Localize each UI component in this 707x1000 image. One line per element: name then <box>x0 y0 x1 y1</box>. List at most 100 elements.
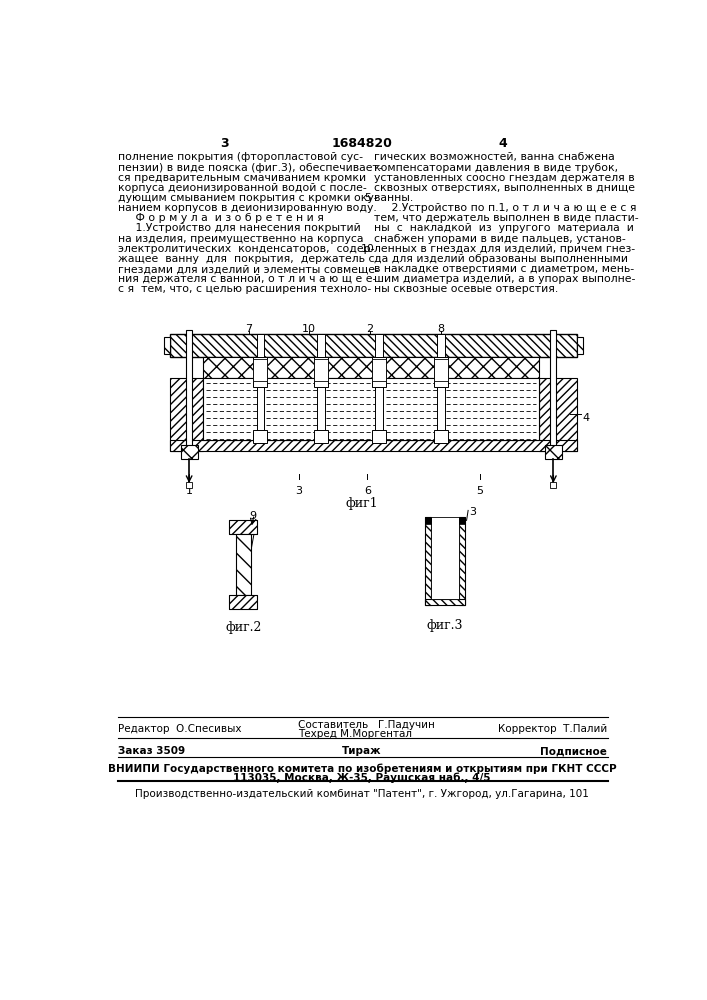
Bar <box>230 520 257 534</box>
Text: 4: 4 <box>583 413 590 423</box>
Bar <box>550 330 556 455</box>
Text: 2: 2 <box>366 324 373 334</box>
Bar <box>437 334 445 357</box>
Bar <box>203 378 539 440</box>
Bar <box>180 445 198 459</box>
Bar <box>577 337 583 354</box>
Bar <box>163 337 170 354</box>
Bar <box>459 517 465 605</box>
Bar <box>235 534 251 595</box>
Bar <box>203 357 539 378</box>
Text: снабжен упорами в виде пальцев, установ-: снабжен упорами в виде пальцев, установ- <box>373 234 625 244</box>
Bar <box>437 387 445 443</box>
Text: да для изделий образованы выполненными: да для изделий образованы выполненными <box>373 254 628 264</box>
Text: установленных соосно гнездам держателя в: установленных соосно гнездам держателя в <box>373 173 634 183</box>
Text: 3: 3 <box>296 486 303 496</box>
Bar <box>545 445 562 459</box>
Text: 5: 5 <box>477 486 484 496</box>
Text: фиг.3: фиг.3 <box>426 619 463 632</box>
Bar <box>434 359 448 381</box>
Bar <box>253 359 267 381</box>
Text: полнение покрытия (фторопластовой сус-: полнение покрытия (фторопластовой сус- <box>118 152 363 162</box>
Bar <box>186 330 192 455</box>
Text: 113035, Москва, Ж-35, Раушская наб., 4/5: 113035, Москва, Ж-35, Раушская наб., 4/5 <box>233 773 491 783</box>
Text: гнездами для изделий и элементы совмеще-: гнездами для изделий и элементы совмеще- <box>118 264 379 274</box>
Text: фиг1: фиг1 <box>346 497 378 510</box>
Bar <box>314 357 328 387</box>
Text: ны  с  накладкой  из  упругого  материала  и: ны с накладкой из упругого материала и <box>373 223 633 233</box>
Bar <box>425 599 465 605</box>
Bar <box>372 430 386 443</box>
Text: компенсаторами давления в виде трубок,: компенсаторами давления в виде трубок, <box>373 163 618 173</box>
Text: 9: 9 <box>250 511 257 521</box>
Bar <box>372 359 386 381</box>
Text: Техред М.Моргентал: Техред М.Моргентал <box>298 729 411 739</box>
Bar <box>550 482 556 488</box>
Text: Составитель   Г.Падучин: Составитель Г.Падучин <box>298 720 435 730</box>
Text: шим диаметра изделий, а в упорах выполне-: шим диаметра изделий, а в упорах выполне… <box>373 274 635 284</box>
Bar <box>375 387 383 443</box>
Text: 7: 7 <box>245 324 252 334</box>
Text: с я  тем, что, с целью расширения техноло-: с я тем, что, с целью расширения техноло… <box>118 284 371 294</box>
Bar <box>186 482 192 488</box>
Bar <box>230 595 257 609</box>
Bar <box>317 387 325 443</box>
Bar <box>170 334 577 357</box>
Text: 2.Устройство по п.1, о т л и ч а ю щ е е с я: 2.Устройство по п.1, о т л и ч а ю щ е е… <box>373 203 636 213</box>
Bar <box>170 378 203 451</box>
Text: дующим смыванием покрытия с кромки оку-: дующим смыванием покрытия с кромки оку- <box>118 193 378 203</box>
Text: нанием корпусов в деионизированную воду.: нанием корпусов в деионизированную воду. <box>118 203 377 213</box>
Text: сквозных отверстиях, выполненных в днище: сквозных отверстиях, выполненных в днище <box>373 183 635 193</box>
Bar <box>434 430 448 443</box>
Text: жащее  ванну  для  покрытия,  держатель с: жащее ванну для покрытия, держатель с <box>118 254 374 264</box>
Bar <box>257 334 264 357</box>
Text: корпуса деионизированной водой с после-: корпуса деионизированной водой с после- <box>118 183 366 193</box>
Text: 6: 6 <box>364 486 371 496</box>
Bar <box>539 378 577 451</box>
Text: Подписное: Подписное <box>540 746 607 756</box>
Bar <box>170 440 577 451</box>
Text: ся предварительным смачиванием кромки: ся предварительным смачиванием кромки <box>118 173 366 183</box>
Bar <box>425 517 431 605</box>
Bar <box>425 517 431 524</box>
Text: Производственно-издательский комбинат "Патент", г. Ужгород, ул.Гагарина, 101: Производственно-издательский комбинат "П… <box>135 789 589 799</box>
Text: в накладке отверстиями с диаметром, мень-: в накладке отверстиями с диаметром, мень… <box>373 264 633 274</box>
Text: пензии) в виде пояска (фиг.3), обеспечивает-: пензии) в виде пояска (фиг.3), обеспечив… <box>118 163 382 173</box>
Text: фиг.2: фиг.2 <box>226 620 262 634</box>
Text: 10: 10 <box>303 324 316 334</box>
Text: 5: 5 <box>364 193 370 203</box>
Text: электролитических  конденсаторов,  содер-: электролитических конденсаторов, содер- <box>118 244 374 254</box>
Text: Тираж: Тираж <box>342 746 382 756</box>
Text: Ф о р м у л а  и з о б р е т е н и я: Ф о р м у л а и з о б р е т е н и я <box>118 213 324 223</box>
Text: на изделия, преимущественно на корпуса: на изделия, преимущественно на корпуса <box>118 234 363 244</box>
Text: ния держателя с ванной, о т л и ч а ю щ е е-: ния держателя с ванной, о т л и ч а ю щ … <box>118 274 376 284</box>
Text: гических возможностей, ванна снабжена: гических возможностей, ванна снабжена <box>373 152 614 162</box>
Bar <box>431 517 459 599</box>
Text: Редактор  О.Спесивых: Редактор О.Спесивых <box>118 724 241 734</box>
Text: 3: 3 <box>469 507 476 517</box>
Bar <box>230 520 257 534</box>
Text: ванны.: ванны. <box>373 193 413 203</box>
Text: 3: 3 <box>220 137 228 150</box>
Bar <box>230 595 257 609</box>
Text: 1684820: 1684820 <box>332 137 392 150</box>
Text: 10: 10 <box>361 244 374 254</box>
Text: 1: 1 <box>186 486 192 496</box>
Bar <box>314 359 328 381</box>
Bar <box>253 357 267 387</box>
Bar <box>257 387 264 443</box>
Text: ВНИИПИ Государственного комитета по изобретениям и открытиям при ГКНТ СССР: ВНИИПИ Государственного комитета по изоб… <box>107 764 617 774</box>
Text: 1.Устройство для нанесения покрытий: 1.Устройство для нанесения покрытий <box>118 223 361 233</box>
Text: ны сквозные осевые отверстия.: ны сквозные осевые отверстия. <box>373 284 558 294</box>
Bar <box>434 357 448 387</box>
Bar <box>459 517 465 524</box>
Text: Заказ 3509: Заказ 3509 <box>118 746 185 756</box>
Text: тем, что держатель выполнен в виде пласти-: тем, что держатель выполнен в виде пласт… <box>373 213 638 223</box>
Text: ленных в гнездах для изделий, причем гнез-: ленных в гнездах для изделий, причем гне… <box>373 244 635 254</box>
Bar <box>235 534 251 595</box>
Bar <box>375 334 383 357</box>
Bar <box>253 430 267 443</box>
Bar <box>317 334 325 357</box>
Bar <box>314 430 328 443</box>
Text: 4: 4 <box>498 137 508 150</box>
